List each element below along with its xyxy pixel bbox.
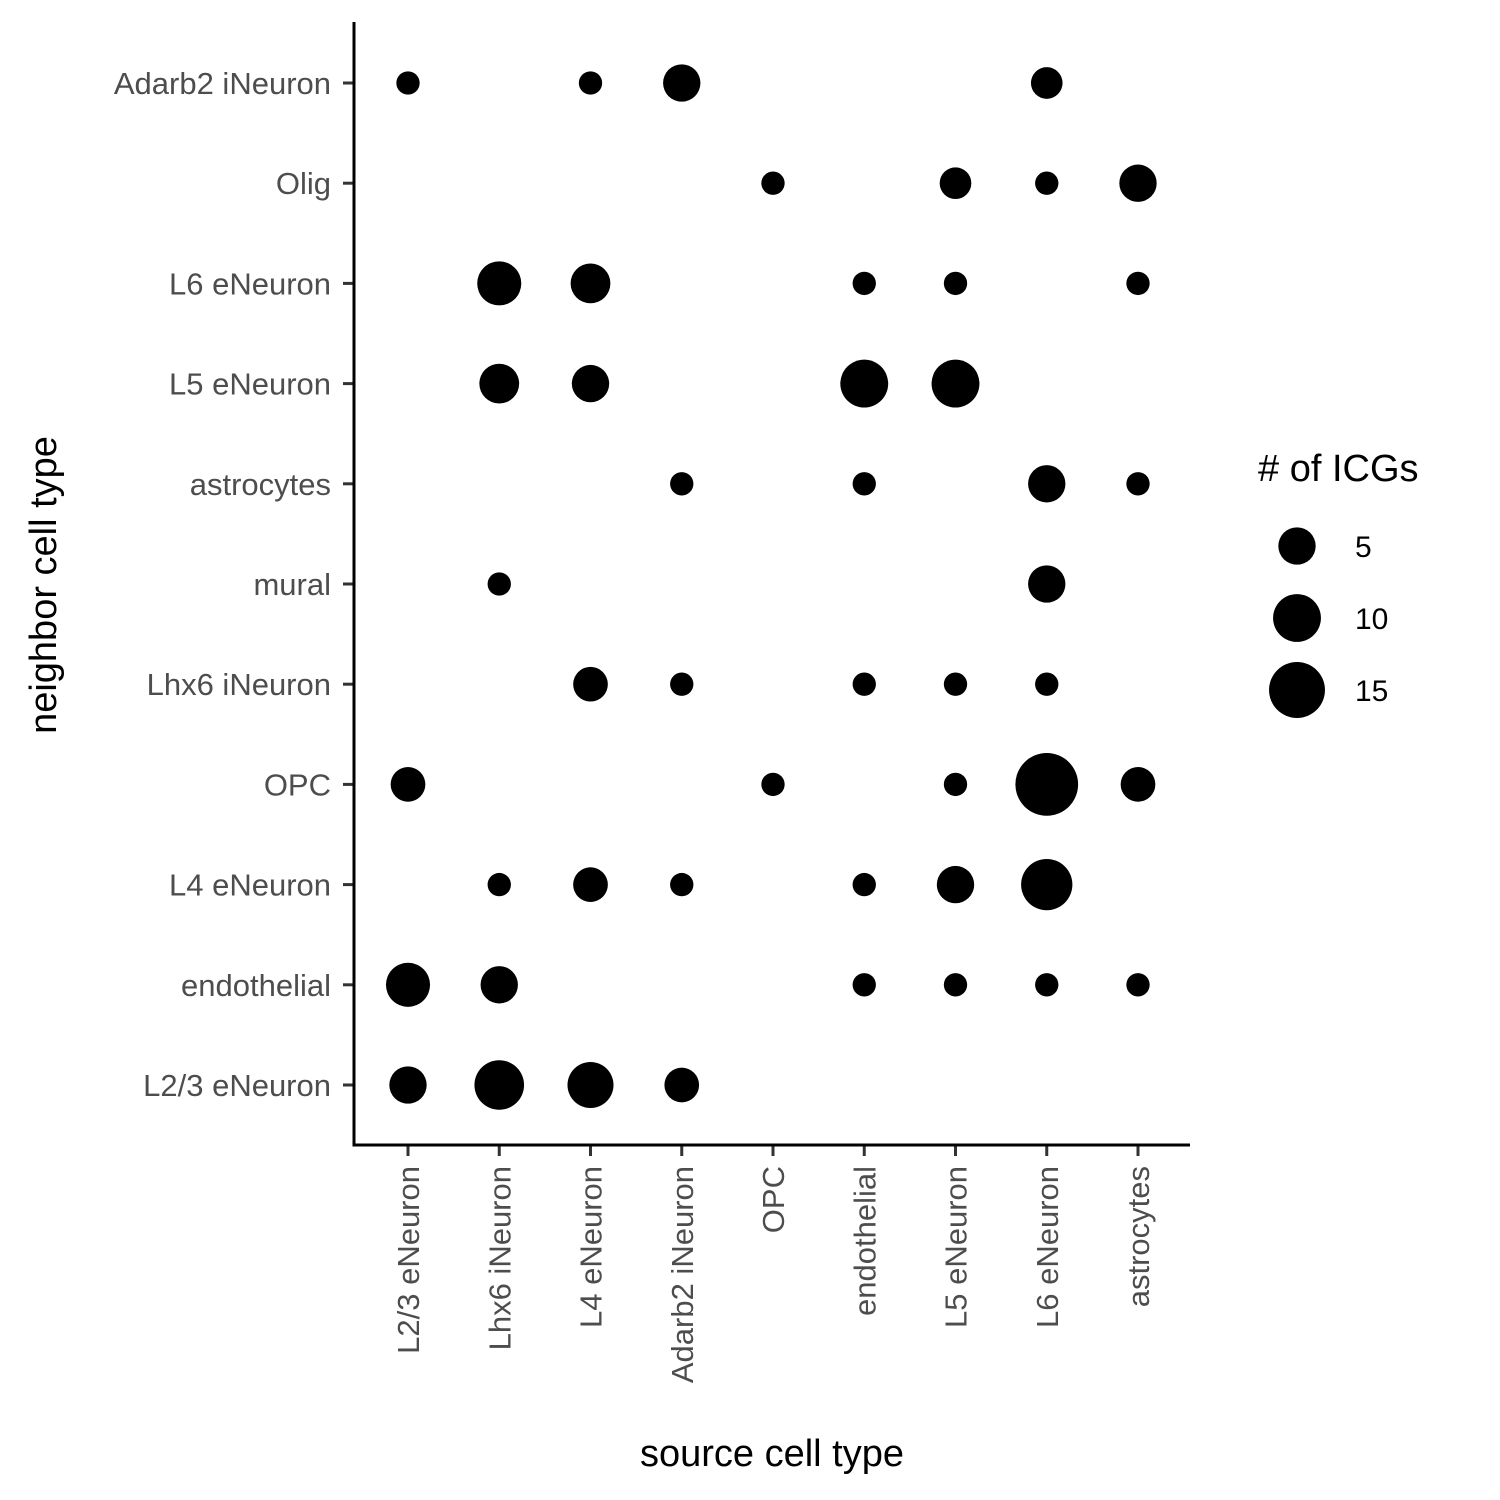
x-tick-label: Lhx6 iNeuron	[482, 1166, 517, 1350]
data-point	[943, 973, 968, 997]
y-tick-label: L5 eNeuron	[169, 367, 331, 402]
data-point	[487, 572, 511, 596]
data-point	[479, 363, 520, 404]
x-tick-label: astrocytes	[1121, 1166, 1156, 1307]
legend-key-circle	[1278, 527, 1316, 565]
x-tick-label: L6 eNeuron	[1030, 1166, 1065, 1328]
data-point	[1120, 767, 1156, 802]
data-point	[840, 359, 889, 408]
data-point	[943, 271, 968, 296]
data-points	[385, 64, 1157, 1110]
data-point	[1035, 171, 1059, 195]
data-point	[936, 865, 975, 904]
data-point	[389, 1066, 427, 1104]
data-point	[573, 867, 608, 902]
data-point	[390, 767, 426, 802]
data-point	[1126, 973, 1150, 997]
data-point	[480, 966, 518, 1004]
data-point	[943, 672, 968, 696]
data-point	[852, 472, 876, 496]
data-point	[852, 973, 876, 997]
y-tick-label: Olig	[276, 166, 331, 201]
data-point	[852, 271, 876, 296]
data-point	[487, 872, 511, 897]
legend-key-circle	[1269, 662, 1325, 718]
data-point	[852, 872, 876, 897]
data-point	[939, 167, 972, 200]
data-point	[761, 772, 785, 797]
data-point	[1021, 858, 1073, 911]
x-tick-label: endothelial	[847, 1166, 882, 1316]
data-point	[1035, 973, 1059, 997]
data-point	[1126, 472, 1150, 496]
x-axis: L2/3 eNeuron Lhx6 iNeuron L4 eNeuron Adarb2…	[391, 1145, 1156, 1383]
data-point	[663, 64, 701, 102]
y-axis-title: neighbor cell type	[23, 436, 65, 734]
legend-key-circle	[1273, 594, 1321, 642]
data-point	[571, 364, 610, 403]
legend-key-label: 15	[1355, 675, 1388, 708]
legend-key-label: 10	[1355, 603, 1388, 636]
y-tick-label: Adarb2 iNeuron	[114, 66, 331, 101]
data-point	[573, 666, 608, 702]
x-tick-label: L5 eNeuron	[939, 1166, 974, 1328]
data-point	[396, 71, 420, 95]
data-point	[474, 1060, 525, 1110]
x-tick-label: Adarb2 iNeuron	[665, 1166, 700, 1383]
y-tick-label: L4 eNeuron	[169, 868, 331, 903]
data-point	[1126, 271, 1150, 296]
data-point	[570, 263, 611, 304]
data-point	[477, 261, 522, 306]
y-tick-label: astrocytes	[190, 467, 331, 502]
x-tick-label: L4 eNeuron	[574, 1166, 609, 1328]
legend-key-label: 5	[1355, 531, 1372, 564]
x-tick-label: OPC	[756, 1166, 791, 1233]
legend-title: # of ICGs	[1258, 448, 1419, 490]
data-point	[670, 672, 694, 696]
data-point	[670, 472, 694, 496]
x-tick-label: L2/3 eNeuron	[391, 1166, 426, 1354]
data-point	[761, 171, 785, 195]
data-point	[567, 1061, 614, 1109]
y-tick-label: mural	[253, 567, 331, 602]
size-legend: # of ICGs 5 10 15	[1258, 448, 1419, 718]
x-axis-title: source cell type	[640, 1433, 904, 1475]
data-point	[943, 772, 968, 797]
y-tick-label: Lhx6 iNeuron	[147, 667, 331, 702]
y-tick-label: L6 eNeuron	[169, 266, 331, 301]
y-tick-label: OPC	[264, 767, 331, 802]
y-tick-label: endothelial	[181, 968, 331, 1003]
data-point	[670, 872, 694, 897]
data-point	[852, 672, 876, 696]
y-tick-label: L2/3 eNeuron	[143, 1068, 331, 1103]
data-point	[664, 1067, 700, 1103]
y-axis: L2/3 eNeuron endothelial L4 eNeuron OPC Lhx6…	[114, 66, 354, 1103]
data-point	[578, 71, 603, 95]
data-point	[1028, 465, 1066, 503]
data-point	[1028, 565, 1066, 603]
data-point	[1015, 753, 1079, 816]
data-point	[931, 359, 980, 408]
data-point	[1035, 672, 1059, 696]
data-point	[385, 962, 431, 1007]
data-point	[1030, 67, 1063, 99]
data-point	[1119, 164, 1157, 202]
